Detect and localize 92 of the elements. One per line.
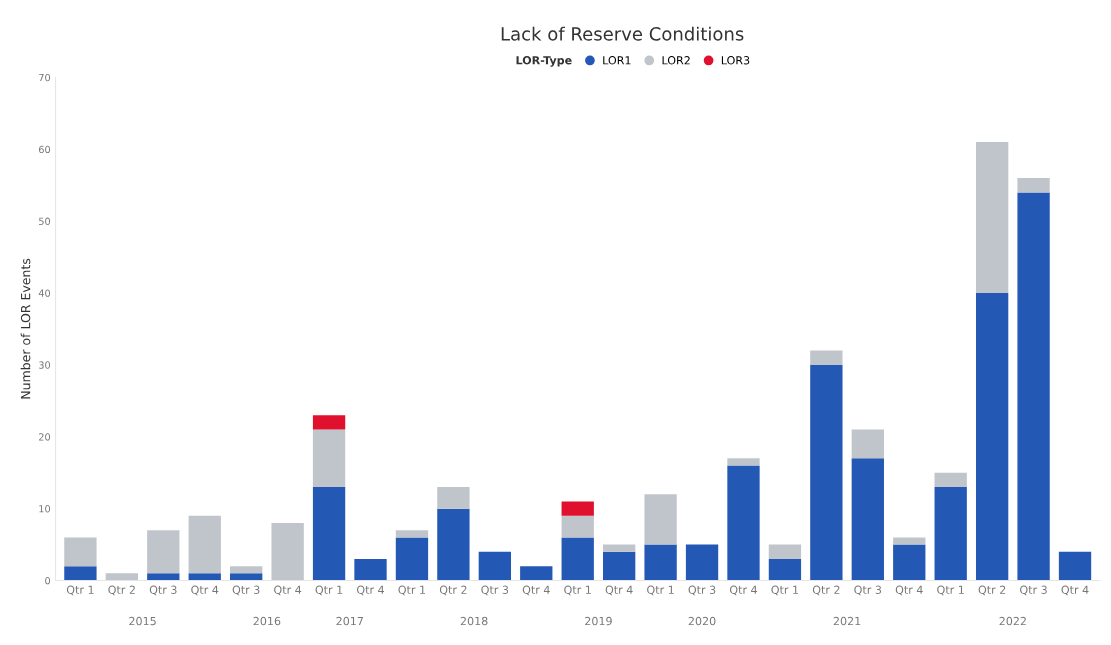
x-tick-label: Qtr 3	[688, 585, 716, 596]
bar	[727, 465, 760, 581]
y-tick-label: 30	[39, 361, 51, 369]
chart-title: Lack of Reserve Conditions	[501, 26, 744, 41]
bar	[395, 537, 429, 581]
x-tick-label: Qtr 1	[647, 585, 674, 596]
bar	[437, 487, 470, 509]
bar	[105, 573, 139, 581]
y-tick-label: 10	[39, 505, 51, 513]
bar	[810, 350, 843, 365]
bar	[975, 293, 1009, 581]
bar	[520, 566, 553, 581]
bar	[230, 573, 263, 581]
x-tick-label: Qtr 4	[729, 585, 757, 596]
bar	[354, 558, 387, 581]
bar	[64, 537, 97, 567]
bar	[603, 544, 636, 552]
x-tick-label: Qtr 4	[357, 585, 385, 596]
x-tick-label: Qtr 3	[854, 585, 882, 596]
bar	[851, 458, 884, 581]
text: 2019	[585, 616, 612, 626]
text: 2018	[460, 616, 488, 626]
bar	[312, 429, 346, 488]
bar	[893, 544, 926, 581]
x-tick-label: Qtr 1	[398, 585, 426, 596]
x-tick-label: Qtr 1	[937, 585, 964, 596]
text: 2017	[336, 616, 363, 626]
bar	[768, 544, 802, 559]
bar	[561, 515, 594, 538]
bar	[851, 429, 884, 459]
text: 2022	[999, 616, 1026, 626]
legend-label: LOR3	[721, 56, 750, 65]
bar	[312, 415, 346, 430]
x-tick-label: Qtr 4	[522, 585, 550, 596]
x-tick-label: Qtr 4	[1061, 585, 1089, 596]
y-tick-label: 0	[45, 576, 51, 585]
bar	[934, 472, 967, 488]
y-axis-title: Number of LOR Events	[20, 258, 31, 399]
x-tick-label: Qtr 2	[978, 585, 1006, 596]
legend-label: LOR2	[662, 56, 690, 65]
bar	[893, 537, 926, 545]
bar	[64, 566, 97, 581]
text: 2015	[129, 616, 156, 626]
text: 2016	[253, 616, 281, 626]
x-tick-label: Qtr 3	[232, 585, 260, 596]
bar	[1058, 551, 1092, 581]
x-tick-label: Qtr 4	[191, 585, 219, 596]
x-tick-label: Qtr 3	[149, 585, 177, 596]
y-tick-label: 40	[38, 289, 51, 297]
bar	[437, 508, 470, 581]
bar	[561, 501, 594, 516]
x-tick-label: Qtr 2	[812, 585, 840, 596]
bar	[312, 487, 346, 581]
bar	[395, 530, 429, 538]
x-tick-label: Qtr 3	[1020, 585, 1047, 596]
bar	[644, 494, 677, 545]
bar	[685, 544, 719, 581]
bar	[727, 458, 760, 466]
bar	[561, 537, 594, 581]
y-tick-label: 60	[39, 145, 51, 154]
x-tick-label: Qtr 4	[605, 585, 633, 596]
text: 2021	[833, 616, 861, 626]
legend-label: LOR1	[603, 56, 631, 65]
x-tick-label: Qtr 3	[481, 585, 509, 596]
bar	[188, 515, 221, 574]
bar	[1017, 192, 1050, 581]
bar	[271, 523, 304, 581]
x-tick-label: Qtr 1	[564, 585, 591, 596]
bar	[934, 487, 967, 581]
bar	[810, 364, 843, 581]
y-tick-label: 50	[39, 217, 51, 225]
x-tick-label: Qtr 4	[895, 585, 923, 596]
x-tick-label: Qtr 2	[108, 585, 135, 596]
bar	[644, 544, 677, 581]
bar	[1017, 178, 1050, 193]
x-tick-label: Qtr 1	[771, 585, 799, 596]
legend-title: LOR-Type	[516, 56, 572, 67]
y-tick-label: 20	[39, 433, 51, 441]
bar	[147, 530, 180, 574]
bar	[188, 573, 221, 581]
y-tick-label: 70	[39, 73, 51, 82]
bar	[603, 551, 636, 581]
text: 2020	[688, 616, 716, 626]
x-tick-label: Qtr 4	[274, 585, 302, 596]
bar	[768, 558, 802, 581]
bar	[975, 142, 1009, 294]
x-tick-label: Qtr 1	[66, 585, 94, 596]
bar	[230, 566, 263, 574]
bar	[478, 551, 511, 581]
bar	[147, 573, 180, 581]
x-tick-label: Qtr 1	[315, 585, 343, 596]
x-tick-label: Qtr 2	[439, 585, 467, 596]
